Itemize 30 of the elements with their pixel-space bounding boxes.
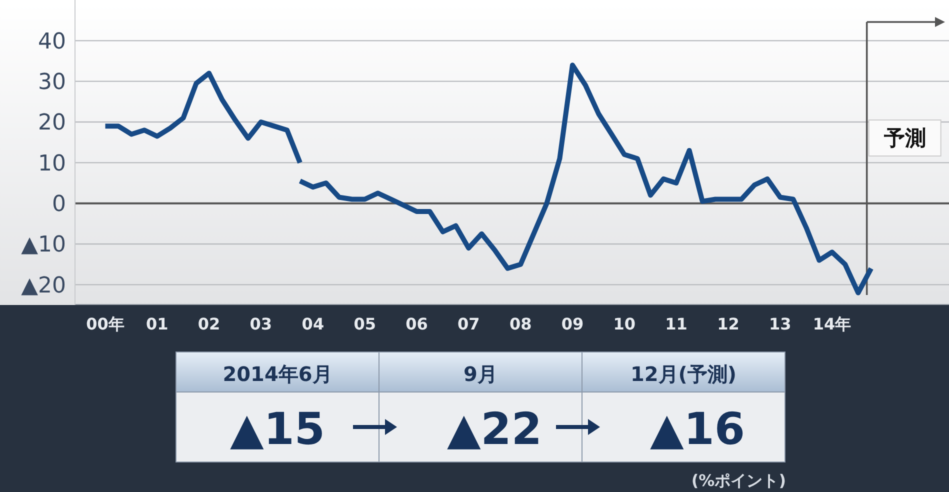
y-tick-label: 20 (38, 110, 66, 136)
x-tick-label: 14年 (812, 314, 852, 334)
text: ▲15 (230, 404, 326, 455)
text: 9月 (464, 362, 498, 386)
x-tick-label: 10 (613, 314, 636, 334)
text: ▲16 (650, 404, 746, 455)
y-tick-label: ▲10 (21, 232, 66, 258)
y-tick-label: 10 (38, 151, 66, 176)
x-tick-label: 13 (769, 314, 792, 334)
x-tick-label: 12 (717, 314, 740, 334)
text: 12月(予測) (630, 362, 737, 386)
y-tick-label: 40 (38, 29, 66, 54)
x-tick-label: 04 (302, 314, 324, 334)
text: 2014年6月 (222, 362, 332, 386)
y-tick-label: 0 (52, 192, 66, 218)
x-tick-label: 05 (354, 314, 376, 334)
x-tick-label: 03 (250, 314, 272, 334)
ref-line-label: 予測 (882, 126, 926, 150)
x-tick-label: 00年 (86, 314, 124, 334)
x-tick-label: 09 (561, 314, 584, 334)
text: ▲22 (446, 404, 542, 455)
x-tick-label: 08 (509, 314, 532, 334)
text: (%ポイント) (691, 471, 786, 490)
x-tick-label: 02 (198, 314, 220, 334)
y-tick-label: ▲20 (21, 273, 66, 298)
y-tick-label: 30 (38, 70, 66, 96)
x-tick-label: 11 (665, 314, 688, 334)
x-tick-label: 01 (146, 314, 168, 334)
x-tick-label: 06 (406, 314, 428, 334)
x-tick-label: 07 (457, 314, 480, 334)
